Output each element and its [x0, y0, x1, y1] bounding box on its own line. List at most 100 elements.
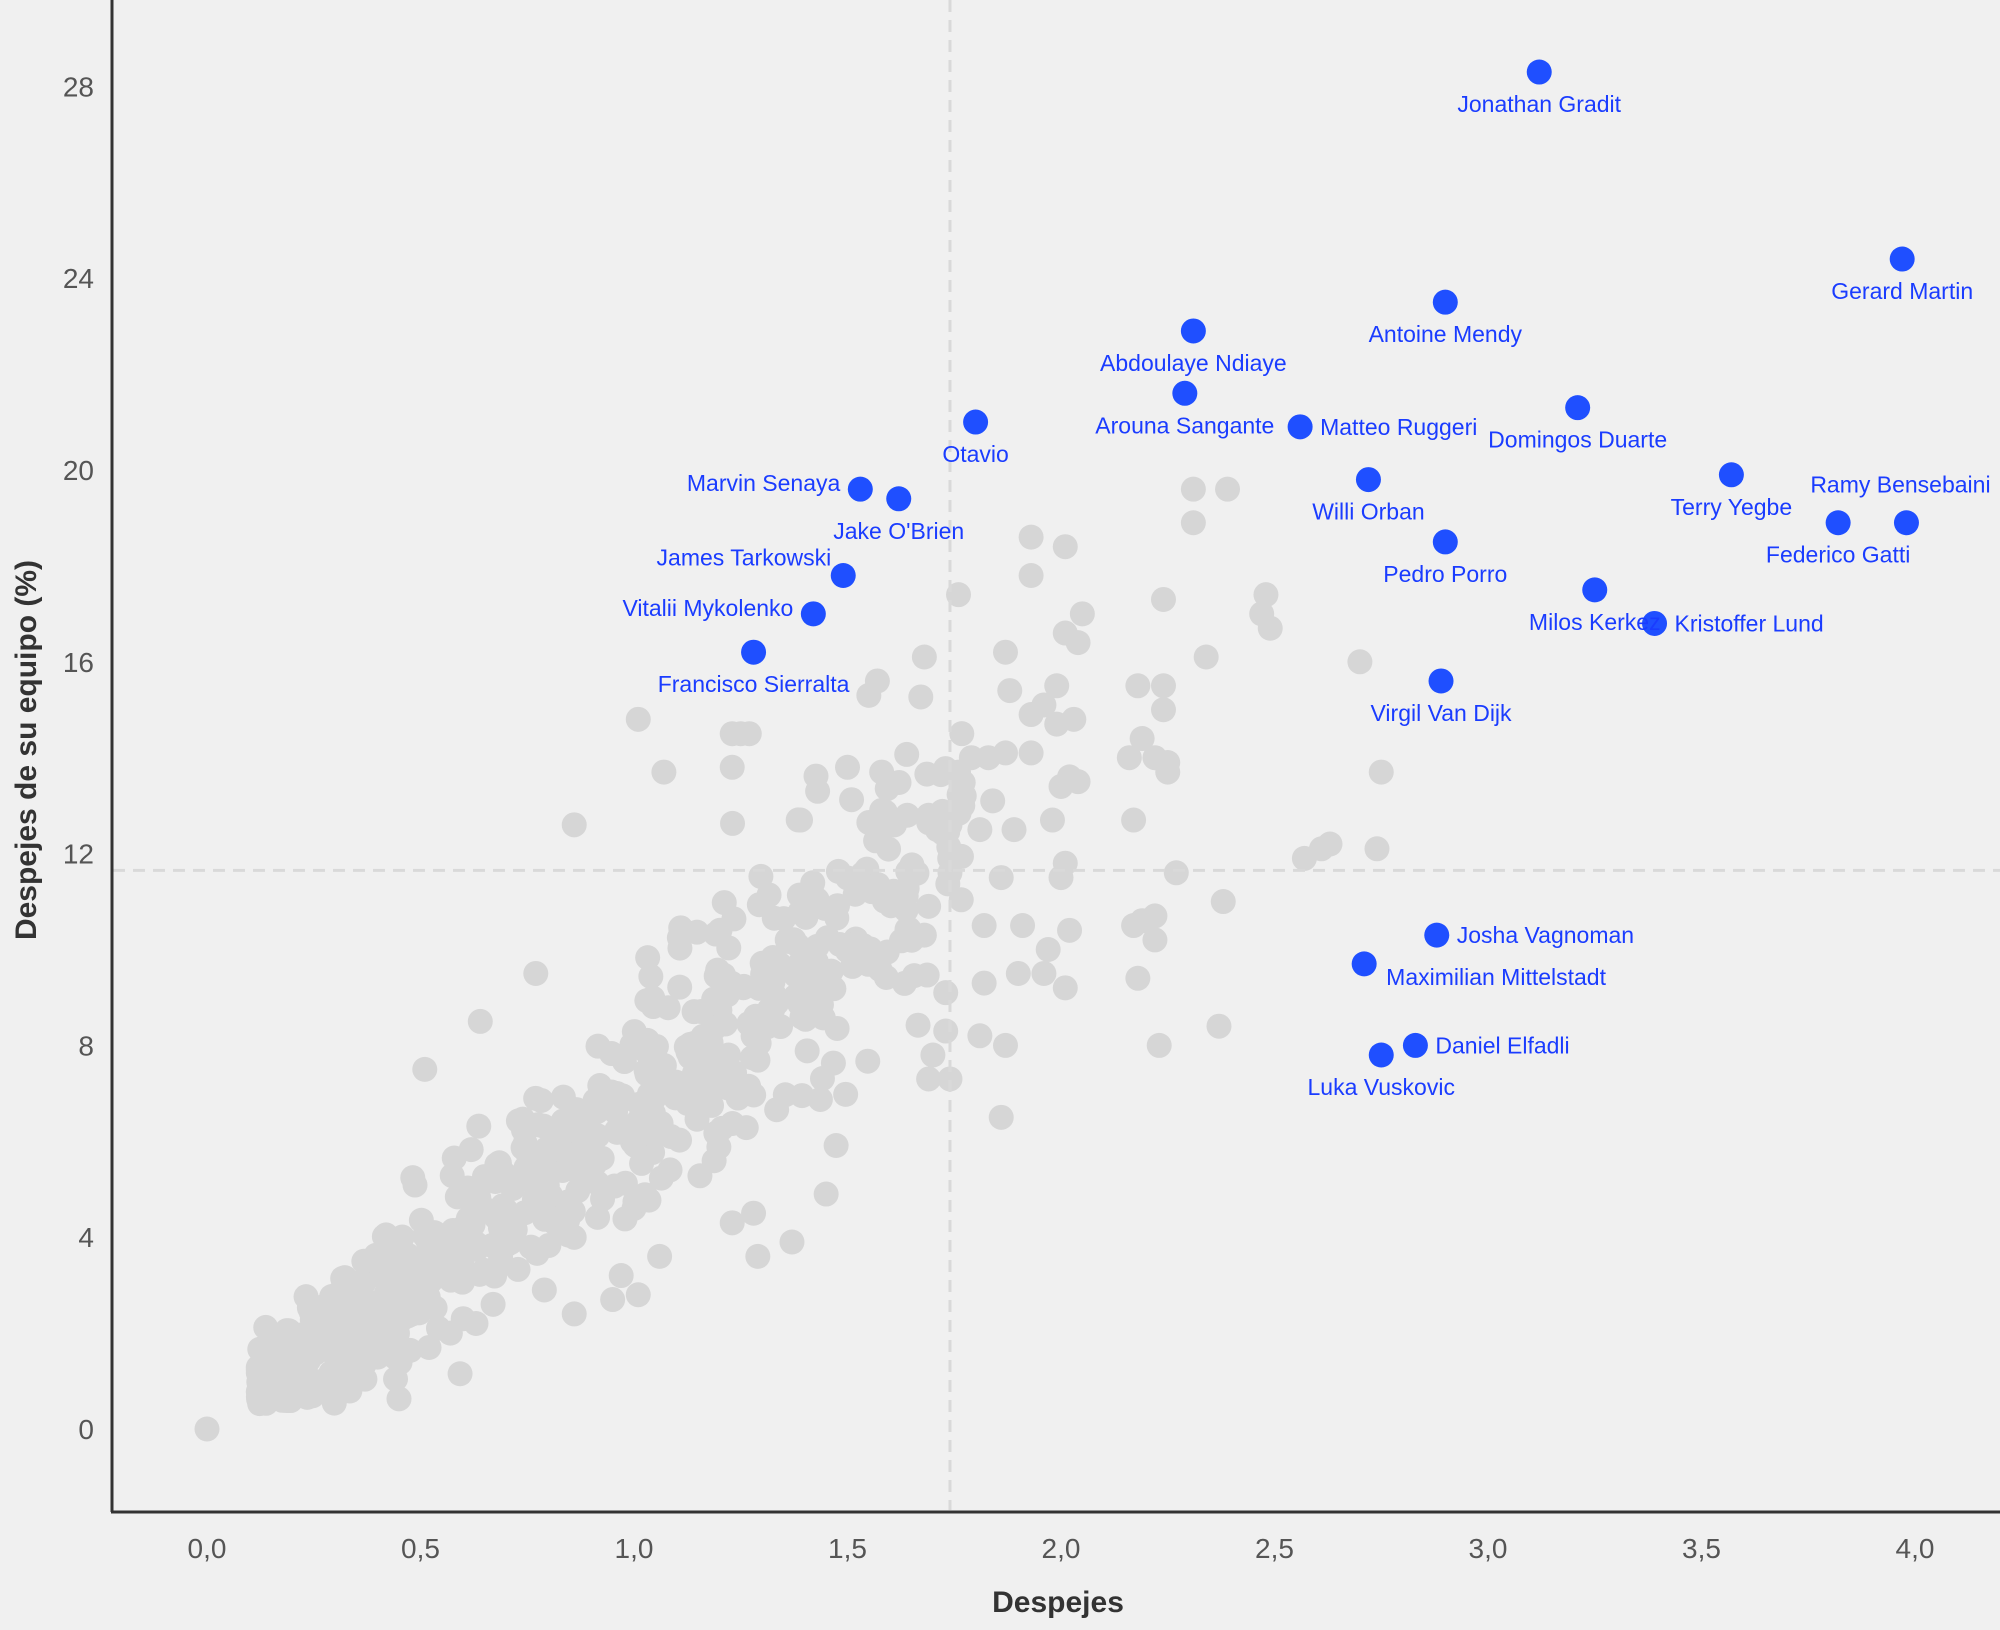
background-point — [561, 812, 587, 838]
background-point — [992, 1032, 1018, 1058]
background-point — [834, 937, 860, 963]
background-point — [1116, 745, 1142, 771]
background-point — [584, 1099, 610, 1125]
background-point — [741, 1200, 767, 1226]
background-point — [933, 980, 959, 1006]
background-point — [1061, 706, 1087, 732]
background-point — [1031, 692, 1057, 718]
background-point — [967, 1023, 993, 1049]
background-point — [1018, 524, 1044, 550]
background-point — [604, 1119, 630, 1145]
highlight-label-domingos-duarte: Domingos Duarte — [1488, 427, 1667, 453]
tick-labels-layer: 0,0 0,5 1,0 1,5 2,0 2,5 3,0 3,5 4,0 0 4 8 12 16 20 24 28 — [63, 71, 1935, 1564]
background-point — [402, 1172, 428, 1198]
highlight-label-marvin-senaya: Marvin Senaya — [687, 470, 841, 496]
background-point — [808, 992, 834, 1018]
y-tick-label: 8 — [78, 1030, 94, 1061]
background-point — [350, 1339, 376, 1365]
background-point — [505, 1108, 531, 1134]
highlight-point-milos-kerkez — [1582, 577, 1608, 603]
background-point — [1065, 769, 1091, 795]
background-point — [582, 1151, 608, 1177]
background-point — [1180, 476, 1206, 502]
background-point — [669, 1083, 695, 1109]
background-point — [935, 871, 961, 897]
background-point — [464, 1231, 490, 1257]
highlight-point-jonathan-gradit — [1526, 59, 1552, 85]
background-point — [444, 1251, 470, 1277]
background-point — [899, 852, 925, 878]
background-point — [1291, 845, 1317, 871]
background-point — [980, 788, 1006, 814]
background-point — [585, 1033, 611, 1059]
background-point — [1052, 975, 1078, 1001]
background-point — [699, 1092, 725, 1118]
background-point — [561, 1301, 587, 1327]
background-point — [916, 893, 942, 919]
background-point — [386, 1386, 412, 1412]
highlight-label-gerard-martin: Gerard Martin — [1831, 278, 1973, 304]
background-point — [537, 1138, 563, 1164]
background-point — [711, 890, 737, 916]
highlight-label-arouna-sangante: Arouna Sangante — [1095, 412, 1274, 438]
background-point — [638, 1121, 664, 1147]
y-axis-title: Despejes de su equipo (%) — [10, 560, 43, 940]
background-point — [425, 1315, 451, 1341]
background-point — [373, 1295, 399, 1321]
background-point — [657, 1157, 683, 1183]
background-point — [933, 1018, 959, 1044]
background-point — [958, 745, 984, 771]
highlight-label-vitalii-mykolenko: Vitalii Mykolenko — [622, 595, 793, 621]
background-point — [818, 958, 844, 984]
highlight-point-luka-vuskovic — [1368, 1042, 1394, 1068]
background-point — [1044, 673, 1070, 699]
highlight-label-kristoffer-lund: Kristoffer Lund — [1675, 610, 1824, 636]
highlight-point-pedro-porro — [1432, 529, 1458, 555]
background-point — [703, 1120, 729, 1146]
background-point — [813, 1181, 839, 1207]
x-tick-label: 1,0 — [615, 1533, 654, 1564]
background-point — [553, 1118, 579, 1144]
background-point — [809, 1065, 835, 1091]
background-point — [625, 1282, 651, 1308]
point-labels-layer: Jonathan Gradit Gerard Martin Antoine Mend… — [622, 91, 1990, 1100]
background-point — [779, 1229, 805, 1255]
background-point — [351, 1248, 377, 1274]
background-point — [855, 1048, 881, 1074]
background-point — [701, 986, 727, 1012]
background-point — [647, 1243, 673, 1269]
background-point — [534, 1172, 560, 1198]
highlight-label-otavio: Otavio — [942, 441, 1008, 467]
background-point — [447, 1361, 473, 1387]
background-point — [636, 1187, 662, 1213]
background-point — [1364, 836, 1390, 862]
background-point — [736, 1011, 762, 1037]
background-point — [1368, 759, 1394, 785]
background-point — [467, 1008, 493, 1034]
background-point — [855, 951, 881, 977]
background-point — [294, 1383, 320, 1409]
highlight-label-luka-vuskovic: Luka Vuskovic — [1308, 1074, 1455, 1100]
background-point — [789, 1083, 815, 1109]
background-point — [636, 1081, 662, 1107]
background-point — [720, 810, 746, 836]
background-point — [992, 740, 1018, 766]
background-point — [785, 807, 811, 833]
background-point — [1069, 601, 1095, 627]
highlight-point-abdoulaye-ndiaye — [1180, 318, 1206, 344]
background-point — [1150, 586, 1176, 612]
x-tick-label: 4,0 — [1896, 1533, 1935, 1564]
highlight-point-josha-vagnoman — [1424, 922, 1450, 948]
highlight-point-antoine-mendy — [1432, 289, 1458, 315]
background-point — [911, 644, 937, 670]
background-point — [705, 957, 731, 983]
highlight-label-jake-o-brien: Jake O'Brien — [833, 518, 964, 544]
background-point — [1206, 1013, 1232, 1039]
background-point — [783, 963, 809, 989]
background-point — [511, 1162, 537, 1188]
background-point — [764, 1097, 790, 1123]
background-point — [587, 1079, 613, 1105]
highlight-label-jonathan-gradit: Jonathan Gradit — [1457, 91, 1621, 117]
background-point — [1005, 960, 1031, 986]
background-point — [302, 1338, 328, 1364]
